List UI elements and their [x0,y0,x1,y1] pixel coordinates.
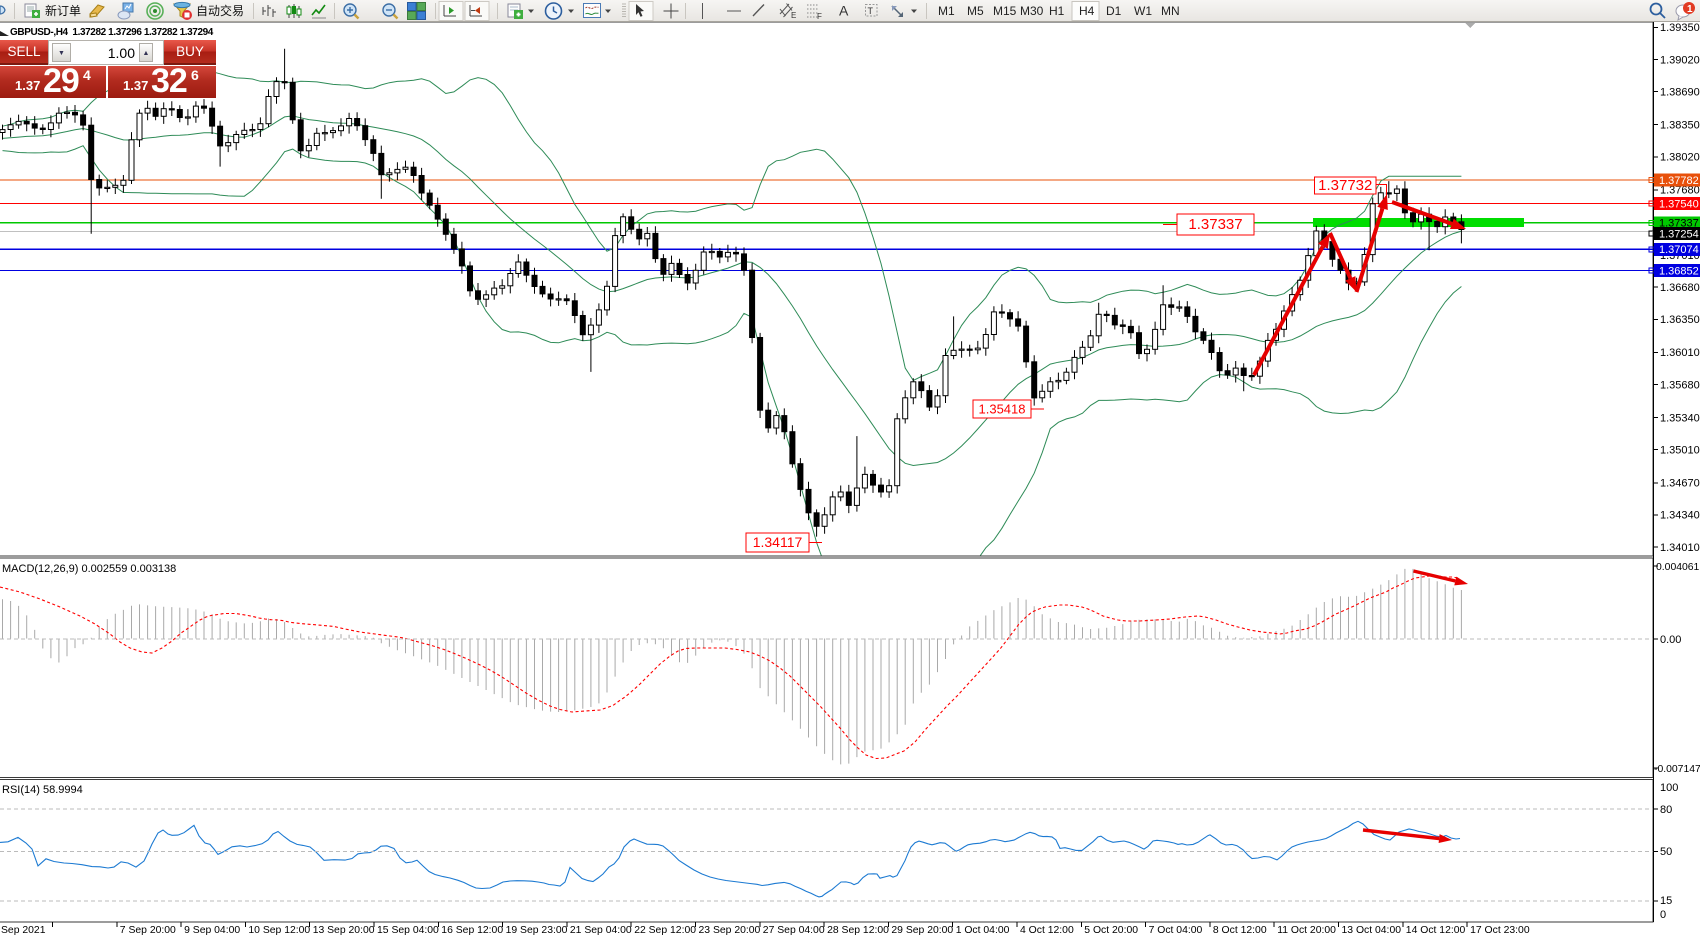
svg-text:22 Sep 12:00: 22 Sep 12:00 [634,925,696,936]
svg-text:自动交易: 自动交易 [196,3,244,18]
svg-text:1: 1 [1687,4,1693,15]
svg-text:MACD(12,26,9) 0.002559 0.00313: MACD(12,26,9) 0.002559 0.003138 [2,563,176,575]
svg-text:13 Oct 04:00: 13 Oct 04:00 [1342,925,1402,936]
svg-text:1.34670: 1.34670 [1660,478,1700,490]
svg-text:1.36680: 1.36680 [1660,282,1700,294]
svg-text:H1: H1 [1049,4,1065,18]
svg-text:1.34010: 1.34010 [1660,542,1700,554]
svg-text:F: F [817,12,822,21]
svg-text:1.37337: 1.37337 [1659,218,1699,230]
svg-text:16 Sep 12:00: 16 Sep 12:00 [441,925,503,936]
svg-text:1.36010: 1.36010 [1660,347,1700,359]
svg-text:Sep 2021: Sep 2021 [1,925,46,936]
svg-text:7 Sep 20:00: 7 Sep 20:00 [120,925,176,936]
svg-text:1.37732: 1.37732 [1318,177,1372,194]
svg-text:23 Sep 20:00: 23 Sep 20:00 [699,925,761,936]
svg-text:1.37074: 1.37074 [1659,244,1699,256]
svg-text:1.36350: 1.36350 [1660,314,1700,326]
svg-text:1.35680: 1.35680 [1660,379,1700,391]
svg-text:28 Sep 12:00: 28 Sep 12:00 [827,925,889,936]
svg-text:15: 15 [1660,895,1672,907]
svg-text:H4: H4 [1079,4,1095,18]
svg-text:1.37782: 1.37782 [1659,175,1699,187]
svg-text:1.37254: 1.37254 [1659,228,1699,240]
svg-text:1.35010: 1.35010 [1660,445,1700,457]
svg-text:M1: M1 [938,4,955,18]
svg-text:8 Oct 12:00: 8 Oct 12:00 [1213,925,1267,936]
svg-text:15 Sep 04:00: 15 Sep 04:00 [377,925,439,936]
svg-text:1.38020: 1.38020 [1660,152,1700,164]
svg-text:E: E [791,11,796,20]
svg-text:0: 0 [1660,909,1666,921]
svg-text:-0.007147: -0.007147 [1654,764,1700,775]
svg-text:19 Sep 23:00: 19 Sep 23:00 [506,925,568,936]
svg-text:M15: M15 [993,4,1017,18]
svg-text:21 Sep 04:00: 21 Sep 04:00 [570,925,632,936]
svg-text:1.39350: 1.39350 [1660,22,1700,34]
svg-text:1.37540: 1.37540 [1659,198,1699,210]
svg-text:50: 50 [1660,846,1672,858]
svg-text:29 Sep 20:00: 29 Sep 20:00 [891,925,953,936]
svg-text:5 Oct 20:00: 5 Oct 20:00 [1084,925,1138,936]
svg-text:0.00: 0.00 [1660,634,1681,646]
svg-text:1.39020: 1.39020 [1660,54,1700,66]
svg-text:9 Sep 04:00: 9 Sep 04:00 [184,925,240,936]
svg-text:D1: D1 [1106,4,1122,18]
svg-text:1.34117: 1.34117 [753,534,803,550]
svg-text:80: 80 [1660,804,1672,816]
svg-text:1.37337: 1.37337 [1188,216,1242,233]
svg-text:0.004061: 0.004061 [1656,562,1700,573]
svg-text:4 Oct 12:00: 4 Oct 12:00 [1020,925,1074,936]
svg-text:1.36852: 1.36852 [1659,265,1699,277]
svg-text:T: T [868,6,874,16]
svg-text:1 Oct 04:00: 1 Oct 04:00 [956,925,1010,936]
svg-text:27 Sep 04:00: 27 Sep 04:00 [763,925,825,936]
svg-text:1.38690: 1.38690 [1660,86,1700,98]
svg-text:13 Sep 20:00: 13 Sep 20:00 [313,925,375,936]
svg-text:RSI(14) 58.9994: RSI(14) 58.9994 [2,784,83,796]
svg-text:W1: W1 [1134,4,1152,18]
svg-text:1.35418: 1.35418 [979,402,1026,417]
svg-text:10 Sep 12:00: 10 Sep 12:00 [248,925,310,936]
svg-text:1.37680: 1.37680 [1660,185,1700,197]
svg-text:1.34340: 1.34340 [1660,510,1700,522]
svg-text:A: A [839,3,849,19]
svg-text:14 Oct 12:00: 14 Oct 12:00 [1406,925,1466,936]
svg-text:MN: MN [1161,4,1180,18]
svg-text:7 Oct 04:00: 7 Oct 04:00 [1149,925,1203,936]
svg-text:M30: M30 [1020,4,1044,18]
svg-text:新订单: 新订单 [45,3,81,18]
svg-text:1.38350: 1.38350 [1660,120,1700,132]
svg-text:1.35340: 1.35340 [1660,412,1700,424]
svg-text:100: 100 [1660,782,1678,794]
svg-text:11 Oct 20:00: 11 Oct 20:00 [1277,925,1336,936]
svg-text:M5: M5 [967,4,984,18]
svg-text:17 Oct 23:00: 17 Oct 23:00 [1470,925,1530,936]
